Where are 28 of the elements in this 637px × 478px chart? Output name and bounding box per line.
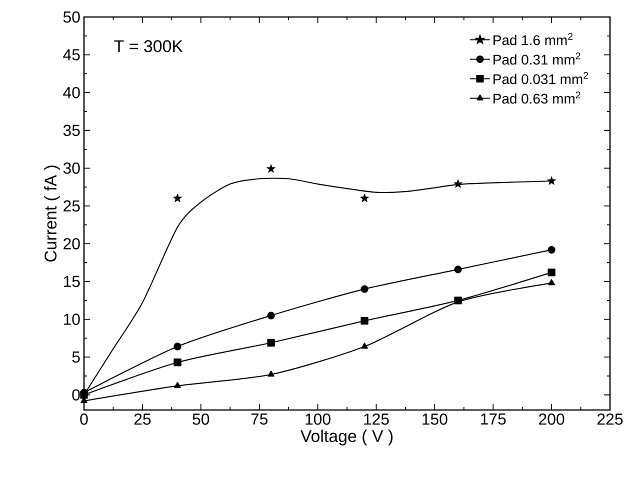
x-tick-label: 75 [251,414,268,425]
y-tick-label: 0 [72,389,80,401]
y-tick-label: 10 [64,314,80,325]
x-tick-label: 50 [192,414,210,425]
x-tick-label: 100 [306,414,330,425]
legend-label: Pad 0.031 mm$^{2}$ [494,72,588,84]
x-tick-label: 200 [539,414,564,425]
y-tick-label: 50 [63,11,80,23]
y-tick-label: 25 [64,200,80,212]
y-axis-title: Current ( fA ) [44,166,60,262]
legend-label: Pad 0.31 mm$^{2}$ [494,52,580,65]
y-tick-label: 5 [72,352,80,363]
x-tick-label: 150 [422,414,448,425]
y-tick-label: 30 [63,162,80,174]
y-tick-label: 20 [64,238,80,250]
x-tick-label: 225 [598,414,623,425]
legend-label: Pad 0.63 mm$^{2}$ [494,91,580,104]
y-tick-label: 35 [63,124,80,136]
x-tick-label: 0 [80,414,88,425]
x-axis-title: Voltage ( V ) [300,430,393,446]
y-tick-label: 15 [64,276,80,288]
x-tick-label: 175 [481,414,506,425]
x-tick-label: 25 [134,414,151,425]
y-tick-label: 40 [63,86,80,98]
x-tick-label: 125 [364,414,389,425]
legend-label: Pad 1.6 mm$^{2}$ [494,32,573,46]
y-tick-label: 45 [63,49,80,60]
annotation: T = 300K [114,40,183,52]
